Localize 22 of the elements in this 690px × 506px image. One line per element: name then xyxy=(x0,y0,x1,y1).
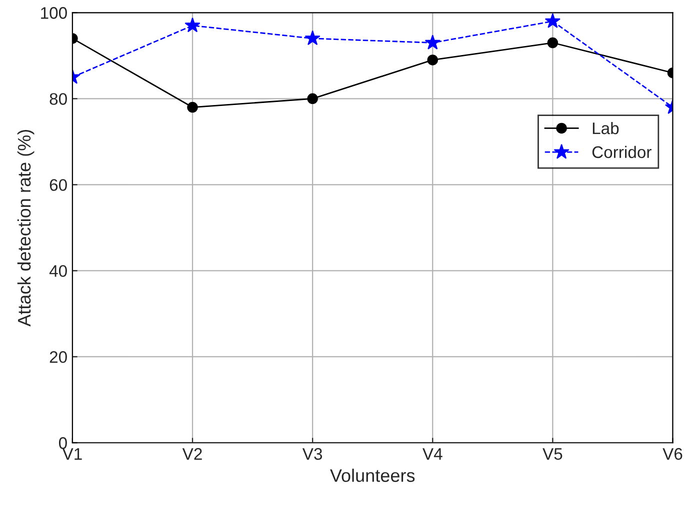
x-tick-label: V6 xyxy=(662,448,682,460)
x-axis-title: Volunteers xyxy=(330,468,415,482)
legend-label: Corridor xyxy=(592,146,652,158)
x-tick-label: V5 xyxy=(542,448,562,460)
y-tick-label: 0 xyxy=(58,437,67,449)
point xyxy=(427,54,438,66)
x-tick-label: V4 xyxy=(422,448,442,460)
x-tick-label: V3 xyxy=(302,448,322,460)
y-tick-label: 80 xyxy=(50,93,67,105)
y-axis-title: Attack detection rate (%) xyxy=(17,130,34,327)
point xyxy=(307,93,318,104)
x-tick-label: V2 xyxy=(182,448,202,460)
point xyxy=(184,17,200,32)
y-tick-label: 40 xyxy=(49,265,67,277)
y-tick-label: 60 xyxy=(50,179,67,191)
point xyxy=(424,34,440,50)
point xyxy=(304,30,320,46)
point xyxy=(187,102,198,113)
x-tick-label: V1 xyxy=(62,448,82,460)
y-tick-label: 100 xyxy=(41,7,67,19)
legend-label: Lab xyxy=(592,122,619,134)
y-tick-label: 20 xyxy=(50,351,67,363)
